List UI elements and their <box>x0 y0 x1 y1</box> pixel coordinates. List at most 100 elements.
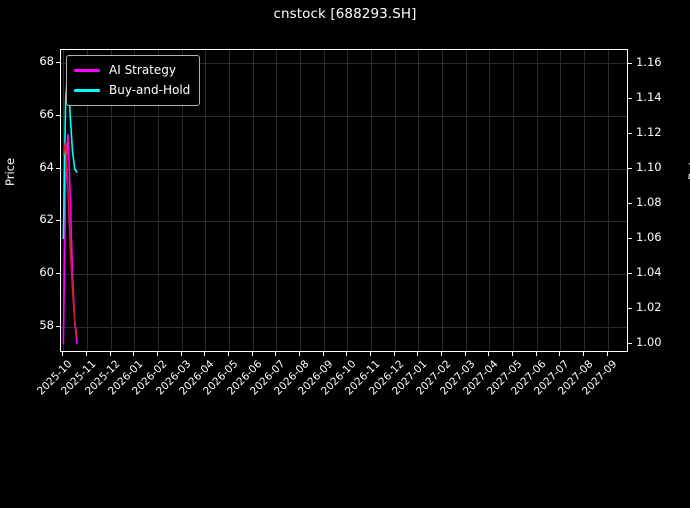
y-tick-mark-right <box>628 133 632 135</box>
gridline-vertical <box>205 50 207 351</box>
gridline-horizontal <box>61 273 627 275</box>
chart-title: cnstock [688293.SH] <box>273 6 417 22</box>
x-tick-mark <box>133 352 135 356</box>
grid-lines <box>61 50 627 351</box>
y-axis-label-left: Price <box>3 157 17 186</box>
gridline-vertical <box>418 50 420 351</box>
y-tick-mark-right <box>628 203 632 205</box>
x-tick-mark <box>464 352 466 356</box>
y-tick-mark-right <box>628 238 632 240</box>
y-tick-mark-left <box>56 114 60 116</box>
series-price <box>62 142 78 338</box>
x-tick-mark <box>512 352 514 356</box>
x-tick-mark <box>86 352 88 356</box>
y-tick-label-right: 1.06 <box>636 230 662 245</box>
gridline-vertical <box>442 50 444 351</box>
gridline-vertical <box>489 50 491 351</box>
gridline-vertical <box>323 50 325 351</box>
y-tick-label-right: 1.12 <box>636 125 662 140</box>
y-tick-mark-left <box>56 62 60 64</box>
y-tick-mark-right <box>628 308 632 310</box>
gridline-vertical <box>584 50 586 351</box>
x-tick-mark <box>583 352 585 356</box>
x-tick-mark <box>370 352 372 356</box>
y-tick-mark-left <box>56 167 60 169</box>
gridline-vertical <box>300 50 302 351</box>
gridline-horizontal <box>61 115 627 117</box>
y-tick-mark-right <box>628 98 632 100</box>
chart-legend: AI Strategy Buy-and-Hold <box>66 55 201 106</box>
y-tick-mark-right <box>628 168 632 170</box>
x-tick-mark <box>417 352 419 356</box>
x-tick-mark <box>180 352 182 356</box>
legend-swatch-ai-strategy <box>74 68 100 72</box>
data-series-layer <box>61 50 627 351</box>
gridline-vertical <box>276 50 278 351</box>
gridline-vertical <box>513 50 515 351</box>
x-tick-mark <box>393 352 395 356</box>
y-tick-mark-right <box>628 63 632 64</box>
gridline-vertical <box>87 50 89 351</box>
y-tick-label-left: 64 <box>39 159 54 174</box>
y-tick-mark-left <box>56 325 60 327</box>
legend-item[interactable]: AI Strategy <box>74 60 190 80</box>
y-tick-label-left: 60 <box>39 264 54 279</box>
gridline-horizontal <box>61 221 627 223</box>
y-tick-mark-right <box>628 273 632 275</box>
gridline-vertical <box>110 50 112 351</box>
legend-label-ai-strategy: AI Strategy <box>109 63 176 77</box>
x-tick-mark <box>275 352 277 356</box>
x-tick-mark <box>606 352 608 356</box>
x-tick-mark <box>299 352 301 356</box>
x-tick-mark <box>535 352 537 356</box>
legend-item[interactable]: Buy-and-Hold <box>74 80 190 100</box>
gridline-vertical <box>158 50 160 351</box>
gridline-vertical <box>560 50 562 351</box>
x-tick-mark <box>109 352 111 356</box>
y-tick-label-right: 1.02 <box>636 300 662 315</box>
gridline-horizontal <box>61 168 627 170</box>
y-tick-mark-left <box>56 272 60 274</box>
y-tick-mark-left <box>56 220 60 222</box>
x-tick-mark <box>346 352 348 356</box>
gridline-vertical <box>371 50 373 351</box>
x-tick-mark <box>228 352 230 356</box>
x-tick-mark <box>488 352 490 356</box>
y-tick-label-right: 1.04 <box>636 265 662 280</box>
gridline-vertical <box>229 50 231 351</box>
plot-area <box>60 49 628 352</box>
legend-swatch-buy-and-hold <box>74 88 100 92</box>
gridline-horizontal <box>61 326 627 328</box>
x-tick-mark <box>559 352 561 356</box>
x-tick-mark <box>322 352 324 356</box>
chart-figure: cnstock [688293.SH] Price Return 58 60 62 6… <box>3 6 690 398</box>
y-tick-label-right: 1.00 <box>636 335 662 350</box>
y-tick-label-left: 68 <box>39 54 54 69</box>
series-svg <box>62 67 78 345</box>
x-tick-mark <box>157 352 159 356</box>
y-tick-label-right: 1.16 <box>636 55 662 69</box>
series-buy-and-hold <box>62 67 78 240</box>
y-tick-mark-right <box>628 343 632 345</box>
x-tick-mark <box>251 352 253 356</box>
x-tick-mark <box>441 352 443 356</box>
gridline-vertical <box>536 50 538 351</box>
gridline-vertical <box>394 50 396 351</box>
legend-label-buy-and-hold: Buy-and-Hold <box>109 83 191 97</box>
gridline-vertical <box>181 50 183 351</box>
x-tick-mark <box>62 352 64 356</box>
gridline-vertical <box>347 50 349 351</box>
y-tick-label-left: 66 <box>39 106 54 121</box>
y-tick-label-right: 1.10 <box>636 160 662 175</box>
y-axis-label-right: Return <box>686 141 690 180</box>
y-tick-label-right: 1.14 <box>636 90 662 105</box>
gridline-vertical <box>252 50 254 351</box>
y-tick-label-left: 58 <box>39 317 54 332</box>
y-tick-label-left: 62 <box>39 212 54 227</box>
gridline-vertical <box>465 50 467 351</box>
gridline-vertical <box>607 50 609 351</box>
y-tick-label-right: 1.08 <box>636 195 662 210</box>
gridline-horizontal <box>61 63 627 65</box>
gridline-vertical <box>134 50 136 351</box>
x-tick-mark <box>204 352 206 356</box>
